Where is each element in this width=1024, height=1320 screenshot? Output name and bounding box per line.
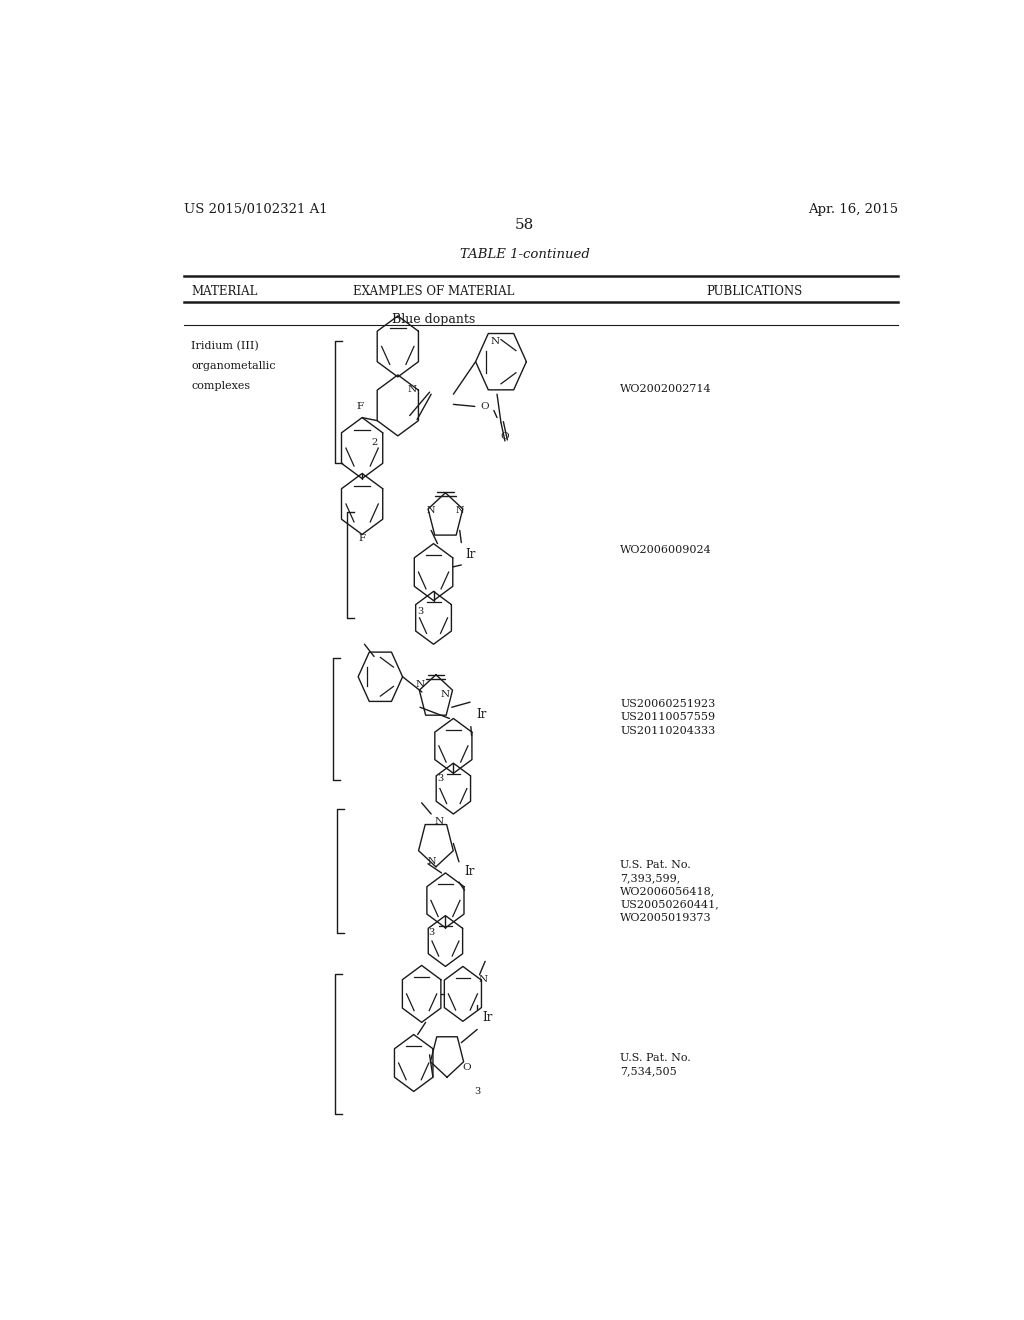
Text: N: N [428,857,436,866]
Text: 2: 2 [371,438,377,447]
Text: O: O [463,1063,471,1072]
Text: Ir: Ir [466,548,476,561]
Text: Ir: Ir [464,866,474,878]
Text: F: F [358,535,366,543]
Text: organometallic: organometallic [191,362,276,371]
Text: US20060251923
US20110057559
US20110204333: US20060251923 US20110057559 US2011020433… [620,700,716,735]
Text: N: N [427,506,435,515]
Text: PUBLICATIONS: PUBLICATIONS [707,285,803,298]
Text: N: N [456,506,464,515]
Text: N: N [416,680,425,689]
Text: O: O [480,401,488,411]
Text: WO2002002714: WO2002002714 [620,384,712,395]
Text: 3: 3 [474,1086,480,1096]
Text: 58: 58 [515,218,535,232]
Text: F: F [357,401,365,411]
Text: U.S. Pat. No.
7,393,599,
WO2006056418,
US20050260441,
WO2005019373: U.S. Pat. No. 7,393,599, WO2006056418, U… [620,859,719,923]
Text: Apr. 16, 2015: Apr. 16, 2015 [808,202,898,215]
Text: EXAMPLES OF MATERIAL: EXAMPLES OF MATERIAL [353,285,514,298]
Text: complexes: complexes [191,381,251,391]
Text: Ir: Ir [482,1011,493,1024]
Text: N: N [434,817,443,825]
Text: 3: 3 [428,928,434,937]
Text: MATERIAL: MATERIAL [191,285,258,298]
Text: 3: 3 [437,774,443,783]
Text: N: N [479,975,488,985]
Text: U.S. Pat. No.
7,534,505: U.S. Pat. No. 7,534,505 [620,1053,691,1076]
Text: WO2006009024: WO2006009024 [620,545,712,554]
Text: US 2015/0102321 A1: US 2015/0102321 A1 [183,202,328,215]
Text: Blue dopants: Blue dopants [392,313,475,326]
Text: Ir: Ir [476,708,486,721]
Text: O: O [501,433,509,441]
Text: Iridium (III): Iridium (III) [191,342,259,351]
Text: N: N [408,384,417,393]
Text: N: N [490,337,500,346]
Text: 3: 3 [418,607,424,616]
Text: N: N [441,689,450,698]
Text: TABLE 1-continued: TABLE 1-continued [460,248,590,261]
